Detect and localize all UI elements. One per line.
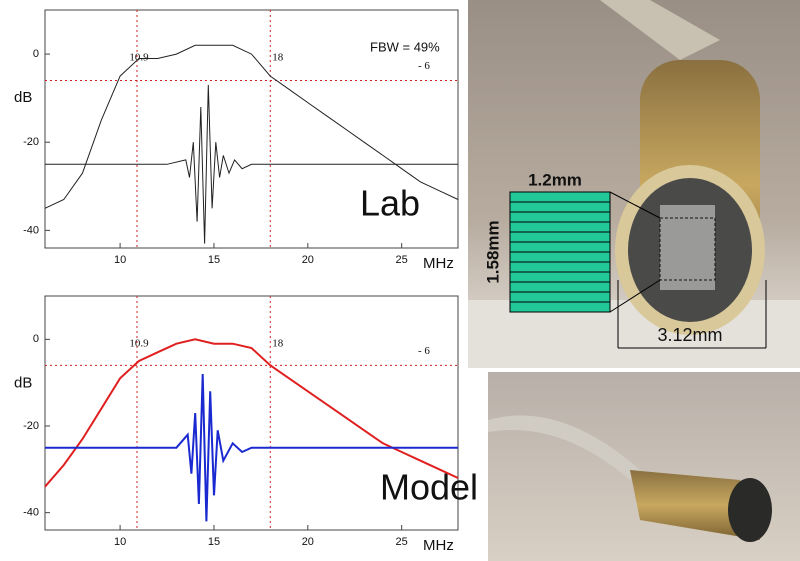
annotation: Lab — [360, 183, 420, 224]
x-tick-label: 25 — [396, 254, 408, 266]
x-tick-label: 20 — [302, 536, 314, 548]
annotation: Model — [380, 467, 478, 508]
reference-label: - 6 — [418, 60, 430, 72]
y-tick-label: -20 — [23, 136, 39, 148]
series-line — [45, 84, 458, 244]
reference-label: 18 — [272, 338, 284, 350]
height-label: 1.58mm — [483, 220, 502, 283]
photo-bottom — [488, 372, 800, 561]
tube-body — [630, 470, 760, 540]
x-axis-label: MHz — [423, 537, 454, 554]
tube-face — [728, 478, 772, 542]
photo-top: 1.2mm 1.58mm 3.12mm — [468, 0, 800, 368]
reference-label: 10.9 — [129, 52, 149, 64]
width-label: 1.2mm — [528, 170, 582, 189]
x-tick-label: 10 — [114, 536, 126, 548]
diameter-label: 3.12mm — [657, 325, 722, 345]
x-tick-label: 20 — [302, 254, 314, 266]
annotation: FBW = 49% — [370, 39, 440, 54]
x-tick-label: 10 — [114, 254, 126, 266]
y-axis-label: dB — [14, 374, 32, 391]
series-line — [45, 373, 458, 522]
pointer-line — [609, 191, 661, 219]
series-line — [44, 338, 459, 488]
x-axis-label: MHz — [423, 255, 454, 272]
reference-label: 10.9 — [129, 338, 149, 350]
y-tick-label: -20 — [23, 420, 39, 432]
y-tick-label: 0 — [33, 333, 39, 345]
array-outline — [659, 217, 716, 281]
y-axis-label: dB — [14, 89, 32, 106]
reference-label: 18 — [272, 52, 284, 64]
x-tick-label: 25 — [396, 536, 408, 548]
cable — [600, 0, 720, 60]
cable — [488, 415, 640, 480]
series-line — [44, 44, 459, 209]
reference-label: - 6 — [418, 345, 430, 357]
y-tick-label: -40 — [23, 224, 39, 236]
y-tick-label: 0 — [33, 48, 39, 60]
x-tick-label: 15 — [208, 536, 220, 548]
y-tick-label: -40 — [23, 507, 39, 519]
plot-frame — [44, 295, 459, 531]
plot-frame — [44, 9, 459, 249]
transducer-array — [660, 205, 715, 290]
x-tick-label: 15 — [208, 254, 220, 266]
